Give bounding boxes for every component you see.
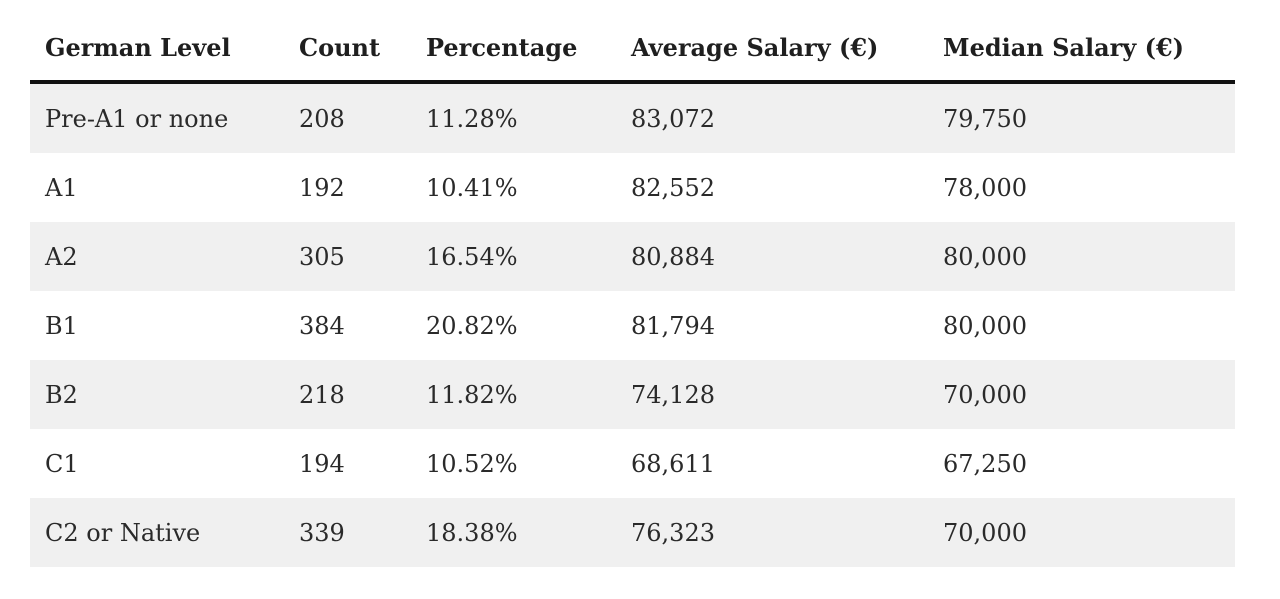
- cell-german-level: C1: [30, 429, 284, 498]
- table-row: A2 305 16.54% 80,884 80,000: [30, 222, 1235, 291]
- cell-percentage: 20.82%: [411, 291, 616, 360]
- cell-median-salary: 67,250: [928, 429, 1235, 498]
- cell-german-level: A2: [30, 222, 284, 291]
- cell-count: 192: [284, 153, 411, 222]
- table-row: B1 384 20.82% 81,794 80,000: [30, 291, 1235, 360]
- cell-percentage: 18.38%: [411, 498, 616, 567]
- german-level-salary-table: German Level Count Percentage Average Sa…: [30, 14, 1235, 567]
- cell-count: 305: [284, 222, 411, 291]
- header-median-salary: Median Salary (€): [928, 14, 1235, 84]
- cell-count: 208: [284, 82, 411, 153]
- cell-average-salary: 74,128: [616, 360, 928, 429]
- cell-average-salary: 80,884: [616, 222, 928, 291]
- table-row: C1 194 10.52% 68,611 67,250: [30, 429, 1235, 498]
- cell-average-salary: 82,552: [616, 153, 928, 222]
- cell-german-level: Pre-A1 or none: [30, 82, 284, 153]
- cell-percentage: 10.41%: [411, 153, 616, 222]
- cell-median-salary: 70,000: [928, 360, 1235, 429]
- cell-median-salary: 80,000: [928, 222, 1235, 291]
- header-percentage: Percentage: [411, 14, 616, 84]
- cell-percentage: 11.82%: [411, 360, 616, 429]
- header-row: German Level Count Percentage Average Sa…: [30, 14, 1235, 84]
- header-count: Count: [284, 14, 411, 84]
- cell-average-salary: 76,323: [616, 498, 928, 567]
- header-german-level: German Level: [30, 14, 284, 84]
- cell-median-salary: 79,750: [928, 82, 1235, 153]
- cell-median-salary: 78,000: [928, 153, 1235, 222]
- cell-german-level: B1: [30, 291, 284, 360]
- cell-count: 339: [284, 498, 411, 567]
- cell-count: 384: [284, 291, 411, 360]
- cell-count: 218: [284, 360, 411, 429]
- cell-average-salary: 68,611: [616, 429, 928, 498]
- cell-german-level: B2: [30, 360, 284, 429]
- cell-median-salary: 70,000: [928, 498, 1235, 567]
- table-row: C2 or Native 339 18.38% 76,323 70,000: [30, 498, 1235, 567]
- table-row: B2 218 11.82% 74,128 70,000: [30, 360, 1235, 429]
- table-row: A1 192 10.41% 82,552 78,000: [30, 153, 1235, 222]
- cell-average-salary: 81,794: [616, 291, 928, 360]
- cell-percentage: 11.28%: [411, 82, 616, 153]
- cell-german-level: C2 or Native: [30, 498, 284, 567]
- table-body: Pre-A1 or none 208 11.28% 83,072 79,750 …: [30, 82, 1235, 567]
- cell-percentage: 10.52%: [411, 429, 616, 498]
- table-row: Pre-A1 or none 208 11.28% 83,072 79,750: [30, 82, 1235, 153]
- cell-percentage: 16.54%: [411, 222, 616, 291]
- table-header: German Level Count Percentage Average Sa…: [30, 14, 1235, 84]
- header-average-salary: Average Salary (€): [616, 14, 928, 84]
- cell-count: 194: [284, 429, 411, 498]
- cell-german-level: A1: [30, 153, 284, 222]
- cell-average-salary: 83,072: [616, 82, 928, 153]
- cell-median-salary: 80,000: [928, 291, 1235, 360]
